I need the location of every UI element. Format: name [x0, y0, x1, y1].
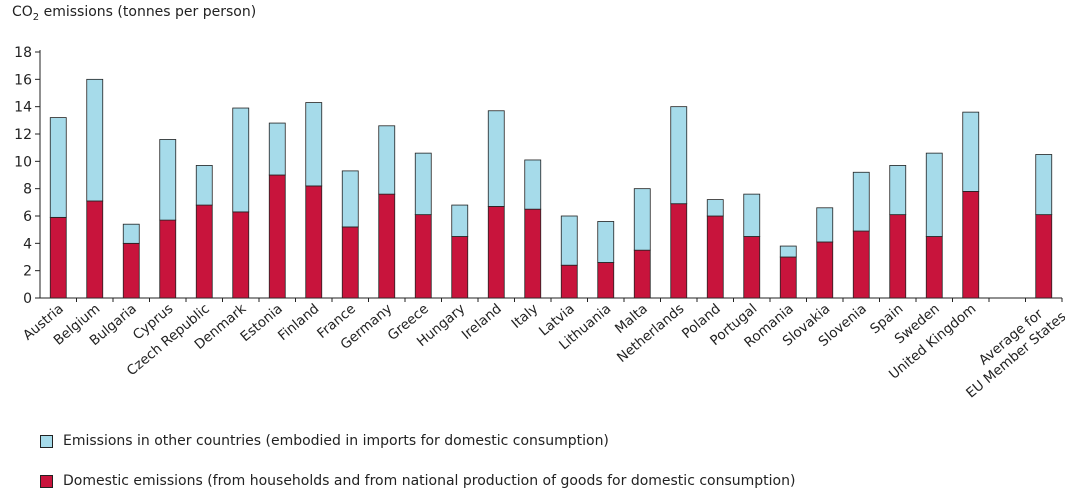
y-axis-title-suffix: emissions (tonnes per person)	[39, 4, 257, 20]
bar-imports	[633, 188, 651, 251]
legend-item-domestic: Domestic emissions (from households and …	[40, 473, 795, 489]
bar-imports	[341, 170, 359, 228]
bar-imports	[1035, 154, 1053, 216]
bar-domestic	[378, 193, 396, 299]
y-tick-label: 0	[23, 291, 32, 307]
bar-domestic	[86, 200, 104, 299]
x-category-label: Estonia	[237, 301, 285, 345]
y-axis-title-subscript: 2	[32, 11, 40, 23]
bar-domestic	[341, 226, 359, 299]
bar-imports	[962, 111, 980, 192]
bar-imports	[487, 110, 505, 207]
bar-imports	[670, 106, 688, 205]
bar-domestic	[49, 216, 67, 299]
bar-imports	[706, 199, 724, 217]
bar-imports	[451, 204, 469, 237]
bar-domestic	[487, 206, 505, 299]
bar-domestic	[852, 230, 870, 299]
legend-item-imports: Emissions in other countries (embodied i…	[40, 433, 609, 449]
bar-imports	[524, 159, 542, 210]
bar-domestic	[597, 262, 615, 299]
y-tick-label: 14	[14, 100, 32, 116]
x-category-label: Ireland	[459, 301, 505, 343]
legend-swatch-domestic	[40, 474, 53, 488]
bar-domestic	[305, 185, 323, 299]
y-tick-label: 16	[14, 72, 32, 88]
bar-imports	[743, 193, 761, 237]
bar-domestic	[560, 264, 578, 299]
bar-domestic	[925, 236, 943, 299]
y-tick-label: 12	[14, 127, 32, 143]
bar-imports	[560, 215, 578, 266]
y-tick-label: 18	[14, 45, 32, 61]
stacked-bar-chart: 024681012141618AustriaBelgiumBulgariaCyp…	[14, 45, 1065, 401]
bar-imports	[122, 223, 140, 244]
bar-imports	[889, 165, 907, 216]
y-tick-label: 10	[14, 154, 32, 170]
bar-imports	[232, 107, 250, 213]
legend-label-imports: Emissions in other countries (embodied i…	[63, 433, 609, 449]
bar-imports	[195, 165, 213, 206]
bar-imports	[597, 221, 615, 263]
bar-imports	[268, 122, 286, 176]
y-axis-title: CO2 emissions (tonnes per person)	[12, 4, 256, 23]
bar-domestic	[1035, 214, 1053, 299]
bar-domestic	[670, 203, 688, 299]
y-axis-title-prefix: CO	[12, 4, 33, 20]
bar-imports	[414, 152, 432, 216]
y-tick-label: 2	[23, 264, 32, 280]
bar-imports	[305, 102, 323, 187]
bar-imports	[779, 245, 797, 258]
bar-domestic	[414, 214, 432, 299]
bar-domestic	[743, 236, 761, 299]
bar-domestic	[706, 215, 724, 299]
bar-imports	[378, 125, 396, 195]
bar-domestic	[779, 256, 797, 299]
x-category-label: Finland	[275, 301, 322, 344]
bar-imports	[816, 207, 834, 243]
bar-imports	[852, 171, 870, 232]
bar-domestic	[268, 174, 286, 299]
bar-domestic	[159, 219, 177, 299]
legend-swatch-imports	[40, 434, 53, 448]
bar-domestic	[451, 236, 469, 299]
bar-imports	[49, 117, 67, 218]
bar-domestic	[195, 204, 213, 299]
bar-imports	[159, 139, 177, 221]
bar-imports	[925, 152, 943, 237]
legend-label-domestic: Domestic emissions (from households and …	[63, 473, 796, 489]
bar-domestic	[524, 208, 542, 299]
bar-domestic	[633, 249, 651, 299]
y-tick-label: 8	[23, 182, 32, 198]
bar-domestic	[962, 190, 980, 299]
bar-domestic	[889, 214, 907, 299]
bar-imports	[86, 78, 104, 202]
y-tick-label: 6	[23, 209, 32, 225]
y-tick-label: 4	[23, 236, 32, 252]
bar-domestic	[232, 211, 250, 299]
bar-domestic	[816, 241, 834, 299]
bar-domestic	[122, 242, 140, 299]
